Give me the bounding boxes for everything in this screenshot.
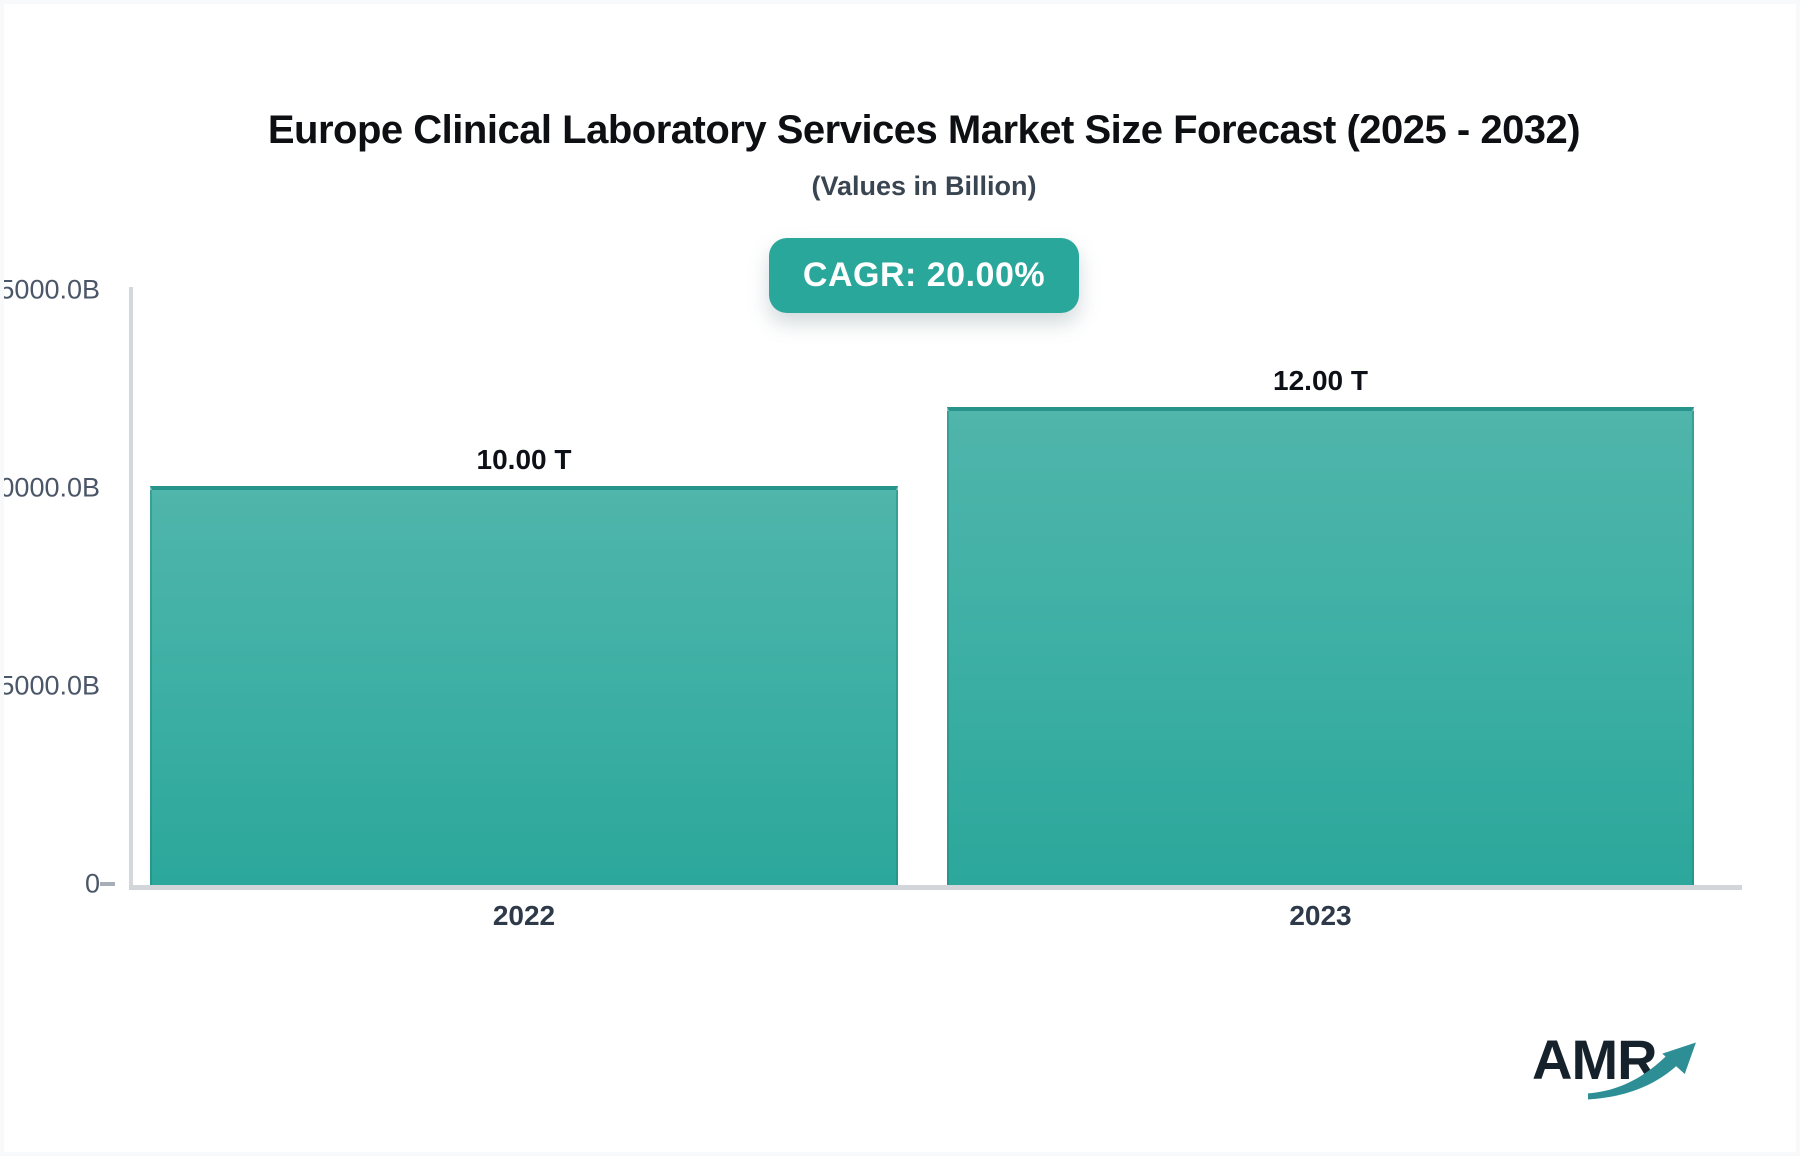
amr-logo: AMR [1532,1032,1712,1104]
y-tick-label: 5000.0B [0,670,100,701]
bar-value-label: 12.00 T [1273,365,1368,396]
y-tick-label-zero: 0 [84,868,100,899]
page-title: Europe Clinical Laboratory Services Mark… [267,108,1581,152]
x-axis-label-2022: 2022 [492,900,556,931]
y-axis-line [129,287,133,885]
bar-2023 [947,407,1694,885]
x-axis-line [129,885,1742,890]
cagr-badge: CAGR: 20.00% [768,238,1080,313]
x-axis-label-2023: 2023 [1289,900,1352,931]
bar-2022 [150,486,898,885]
growth-arrow-icon [1588,1042,1696,1100]
amr-logo-text: AMR [1532,1028,1658,1091]
y-tick-label: 5000.0B [0,274,100,305]
chart-header: Europe Clinical Laboratory Services Mark… [48,0,1800,313]
bar-group-2022: 10.00 T [150,444,898,885]
y-tick-label: 0000.0B [0,472,100,503]
bar-value-label: 10.00 T [476,444,572,475]
chart-subtitle: (Values in Billion) [811,171,1037,201]
bar-group-2023: 12.00 T [947,365,1694,885]
zero-tick-mark [100,882,115,886]
